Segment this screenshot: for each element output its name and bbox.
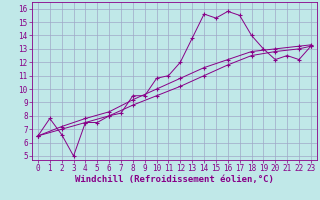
X-axis label: Windchill (Refroidissement éolien,°C): Windchill (Refroidissement éolien,°C) [75,175,274,184]
